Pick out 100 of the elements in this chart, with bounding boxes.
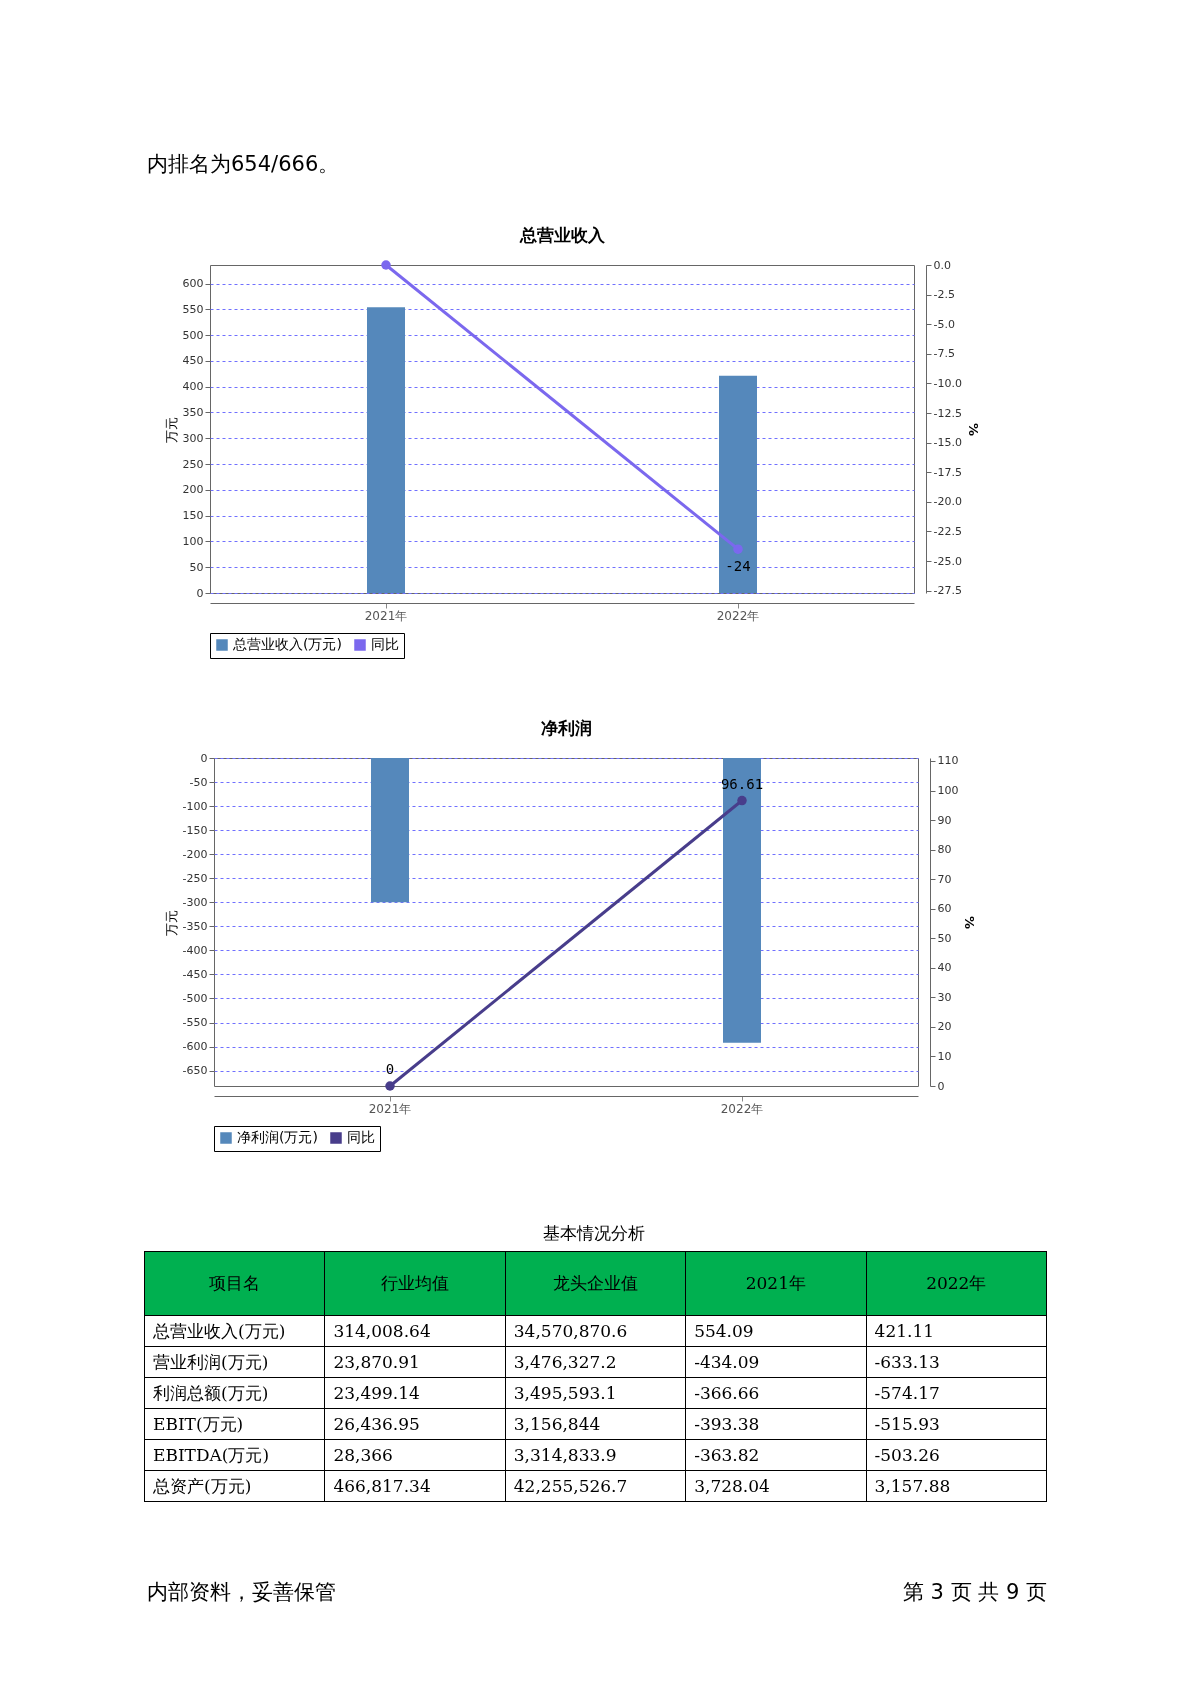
y-tick-label: -400 <box>182 943 208 957</box>
text: -515.93 <box>874 1414 940 1434</box>
y2-tick-label: -2.5 <box>933 288 955 302</box>
y2-tick-label: 20 <box>937 1020 952 1034</box>
y-tick-label: -50 <box>189 775 208 789</box>
y-tick-label: -150 <box>182 823 208 837</box>
y-tick-label: 100 <box>182 534 204 548</box>
text: 23,870.91 <box>333 1352 420 1372</box>
y-tick-label: -250 <box>182 871 208 885</box>
y-tick-label: -650 <box>182 1064 208 1078</box>
text: 42,255,526.7 <box>513 1476 628 1496</box>
y2-tick-label: -25.0 <box>933 554 962 568</box>
category-label: 2022年 <box>866 1251 1047 1316</box>
legend-label: 同比 <box>371 636 399 652</box>
y-tick-label: 0 <box>196 586 204 600</box>
y-tick-label: 0 <box>200 751 208 765</box>
text: 内部资料，妥善保管 <box>147 1579 336 1606</box>
category-label: 总资产(万元) <box>153 1475 252 1496</box>
text: 第 3 页 共 9 页 <box>902 1579 1047 1606</box>
y2-tick-label: -22.5 <box>933 524 962 538</box>
y2-tick-label: -20.0 <box>933 495 962 509</box>
text: 3,476,327.2 <box>513 1352 617 1372</box>
category-label: 总营业收入(万元) <box>153 1320 286 1341</box>
y-tick-label: 150 <box>182 509 204 523</box>
text: -366.66 <box>694 1383 760 1403</box>
text: 3,156,844 <box>513 1414 601 1434</box>
data-label: 0 <box>385 1061 395 1077</box>
y-tick-label: -200 <box>182 847 208 861</box>
y-tick-label: -450 <box>182 967 208 981</box>
y2-tick-label: 50 <box>937 931 952 945</box>
text: 3,157.88 <box>874 1476 951 1496</box>
y2-tick-label: 30 <box>937 990 952 1004</box>
category-label: 项目名 <box>144 1251 325 1316</box>
y-axis-title: 万元 <box>163 416 179 443</box>
y-tick-label: 50 <box>189 560 204 574</box>
y-tick-label: 200 <box>182 483 204 497</box>
y-tick-label: 350 <box>182 406 204 419</box>
legend-label: 总营业收入(万元) <box>232 636 342 652</box>
text: -393.38 <box>694 1414 760 1434</box>
y2-tick-label: -5.0 <box>933 317 955 331</box>
y2-tick-label: 60 <box>937 902 952 916</box>
y2-tick-label: -17.5 <box>933 465 962 479</box>
y2-tick-label: -12.5 <box>933 406 962 420</box>
text: 466,817.34 <box>333 1476 431 1496</box>
y2-tick-label: -27.5 <box>933 584 962 598</box>
category-label: 行业均值 <box>324 1251 506 1316</box>
y2-tick-label: -15.0 <box>933 436 962 450</box>
y2-axis-title: % <box>965 422 981 437</box>
text: -363.82 <box>694 1445 760 1465</box>
text: 554.09 <box>694 1321 754 1341</box>
y-tick-label: -350 <box>182 919 208 933</box>
text: 3,728.04 <box>694 1476 770 1496</box>
category-label: 龙头企业值 <box>505 1251 686 1316</box>
y-tick-label: 450 <box>182 354 204 368</box>
legend-label: 净利润(万元) <box>237 1129 318 1145</box>
y-axis-title: 万元 <box>163 909 179 936</box>
y-tick-label: 250 <box>182 457 204 471</box>
text: 基本情况分析 <box>542 1222 646 1245</box>
text: 34,570,870.6 <box>513 1321 628 1341</box>
chart-title: 总营业收入 <box>518 225 606 245</box>
y2-tick-label: 0 <box>937 1079 945 1093</box>
y-tick-label: -500 <box>182 991 208 1005</box>
y2-tick-label: 70 <box>937 872 952 886</box>
legend-label: 同比 <box>347 1129 375 1145</box>
y2-tick-label: 0.0 <box>933 258 951 272</box>
text: 28,366 <box>333 1445 393 1465</box>
text: 26,436.95 <box>333 1414 420 1434</box>
category-label: EBIT(万元) <box>153 1413 244 1434</box>
text: -633.13 <box>874 1352 940 1372</box>
y-tick-label: -100 <box>182 799 208 813</box>
text: 内排名为654/666。 <box>147 151 340 178</box>
chart-title: 净利润 <box>540 718 592 738</box>
y2-tick-label: 110 <box>937 754 959 768</box>
y2-tick-label: 40 <box>937 961 952 975</box>
category-label: 营业利润(万元) <box>153 1351 269 1372</box>
y2-tick-label: 90 <box>937 813 952 827</box>
category-label: EBITDA(万元) <box>153 1444 270 1465</box>
y-tick-label: 600 <box>182 277 204 291</box>
y-tick-label: 500 <box>182 328 204 342</box>
y2-tick-label: -7.5 <box>933 347 955 361</box>
y-tick-label: 400 <box>182 380 204 394</box>
text: 23,499.14 <box>333 1383 420 1403</box>
y-tick-label: 300 <box>182 431 204 445</box>
y-tick-label: -550 <box>182 1016 208 1030</box>
text: -503.26 <box>874 1445 940 1465</box>
y-tick-label: -300 <box>182 895 208 909</box>
category-label: 利润总额(万元) <box>153 1382 269 1403</box>
y2-tick-label: 80 <box>937 843 952 857</box>
text: -574.17 <box>874 1383 940 1403</box>
y-tick-label: 550 <box>182 302 204 316</box>
text: -434.09 <box>694 1352 760 1372</box>
y-tick-label: -600 <box>182 1040 208 1054</box>
data-label: -24 <box>725 558 751 575</box>
text: 3,314,833.9 <box>513 1445 617 1465</box>
text: 421.11 <box>874 1321 935 1341</box>
y2-axis-title: % <box>962 915 978 930</box>
text: 3,495,593.1 <box>513 1383 617 1403</box>
text: 314,008.64 <box>333 1321 431 1341</box>
y2-tick-label: -10.0 <box>933 376 962 390</box>
y2-tick-label: 10 <box>937 1049 952 1063</box>
